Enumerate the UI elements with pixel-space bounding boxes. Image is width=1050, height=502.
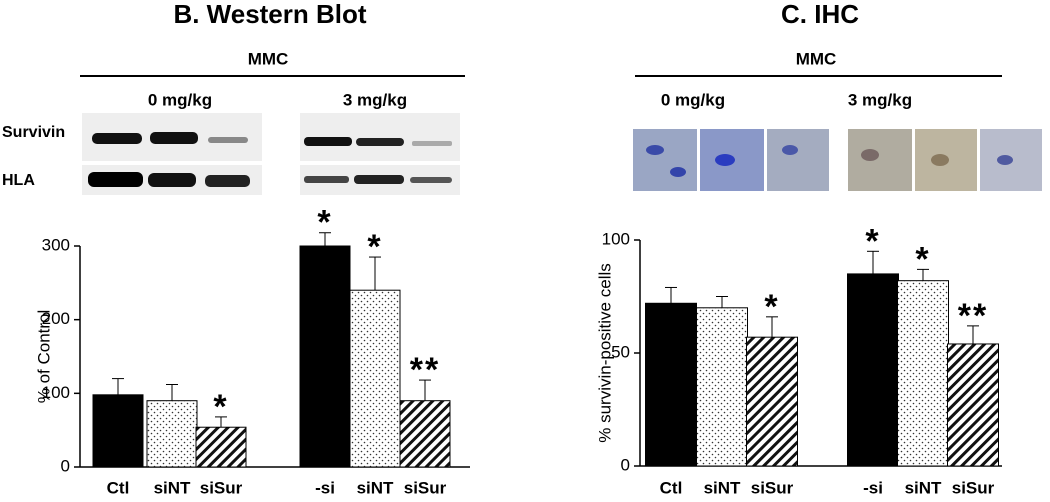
y-tick-label: 50	[611, 342, 630, 361]
significance-mark: *	[865, 222, 880, 260]
y-tick-label: 200	[42, 309, 70, 328]
blot-label: Survivin	[2, 124, 65, 141]
bar	[696, 307, 748, 467]
y-axis-label: % survivin-positive cells	[595, 263, 614, 443]
y-axis-label: % of Control	[34, 310, 53, 404]
bar	[349, 289, 401, 468]
blot-label: HLA	[2, 172, 35, 189]
bar	[146, 400, 198, 468]
bar	[897, 280, 949, 467]
x-tick-label: Ctl	[660, 478, 683, 497]
y-tick-label: 0	[621, 455, 630, 474]
x-tick-label: siNT	[357, 478, 394, 497]
x-tick-label: Ctl	[107, 478, 130, 497]
x-tick-label: siSur	[200, 478, 243, 497]
significance-mark: *	[213, 388, 228, 426]
x-tick-label: siSur	[404, 478, 447, 497]
panel-title: C. IHC	[781, 0, 859, 29]
significance-mark: *	[915, 240, 930, 278]
blot-image	[82, 113, 460, 195]
bar	[847, 273, 899, 467]
group-label: MMC	[248, 49, 289, 68]
significance-mark: *	[764, 288, 779, 326]
bar	[195, 426, 247, 468]
dose-label: 3 mg/kg	[848, 90, 912, 109]
y-tick-label: 300	[42, 235, 70, 254]
significance-mark: **	[410, 351, 440, 389]
x-tick-label: siNT	[154, 478, 191, 497]
group-label: MMC	[796, 49, 837, 68]
x-tick-label: siNT	[905, 478, 942, 497]
x-tick-label: -si	[863, 478, 883, 497]
bar	[645, 302, 697, 467]
panel-title: B. Western Blot	[173, 0, 366, 29]
bar	[746, 336, 798, 467]
significance-mark: *	[317, 204, 332, 242]
bar	[92, 394, 144, 468]
y-tick-label: 100	[602, 229, 630, 248]
dose-label: 3 mg/kg	[343, 90, 407, 109]
bar	[947, 343, 999, 467]
bar	[399, 400, 451, 468]
x-tick-label: -si	[315, 478, 335, 497]
y-tick-label: 0	[61, 456, 70, 475]
dose-label: 0 mg/kg	[148, 90, 212, 109]
x-tick-label: siSur	[952, 478, 995, 497]
x-tick-label: siSur	[751, 478, 794, 497]
dose-label: 0 mg/kg	[661, 90, 725, 109]
x-tick-label: siNT	[704, 478, 741, 497]
significance-mark: **	[958, 297, 988, 335]
ihc-image	[633, 129, 1042, 191]
bar	[299, 245, 351, 468]
y-tick-label: 100	[42, 383, 70, 402]
significance-mark: *	[367, 228, 382, 266]
